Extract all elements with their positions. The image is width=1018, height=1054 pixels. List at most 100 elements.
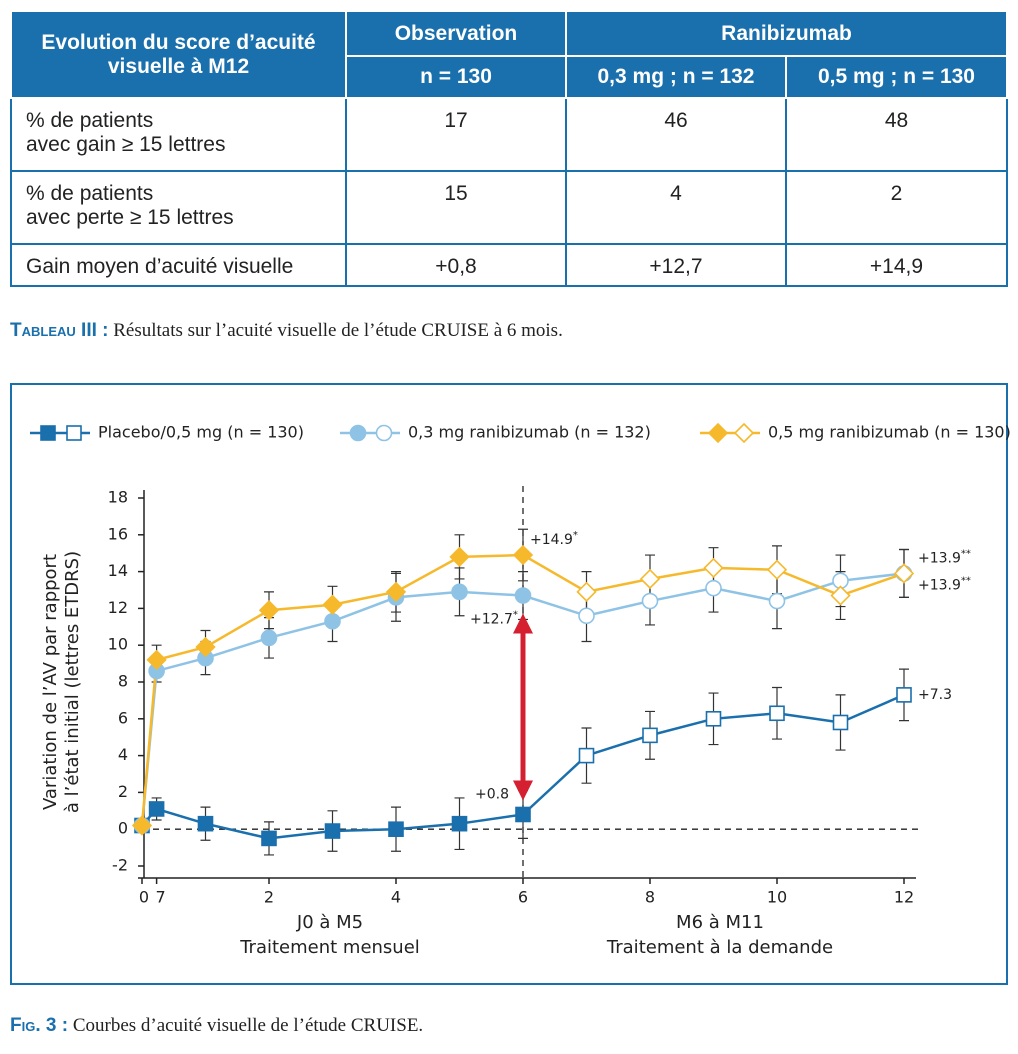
table-cell: % de patients avec perte ≥ 15 lettres bbox=[10, 170, 347, 245]
y-tick-label: 10 bbox=[108, 635, 128, 654]
marker bbox=[261, 830, 277, 847]
header-cell: Evolution du score d’acuité visuelle à M… bbox=[10, 10, 347, 99]
y-tick-label: 12 bbox=[108, 598, 128, 617]
table-row: % de patients avec perte ≥ 15 lettres 15 4 2 bbox=[10, 170, 1008, 245]
marker bbox=[451, 815, 468, 832]
marker bbox=[388, 821, 404, 838]
table-cell: 17 bbox=[345, 97, 567, 172]
x-tick-label: 4 bbox=[391, 888, 401, 907]
x-group-label: M6 à M11 bbox=[676, 912, 764, 933]
marker bbox=[642, 727, 658, 744]
cell-line: avec perte ≥ 15 lettres bbox=[26, 206, 234, 229]
y-tick-label: 18 bbox=[108, 488, 128, 507]
figure-frame bbox=[10, 383, 1008, 985]
x-group-label: J0 à M5 bbox=[296, 912, 363, 933]
x-tick-label: 0 bbox=[139, 888, 149, 907]
value-label: +13.9** bbox=[918, 548, 971, 566]
marker bbox=[576, 581, 597, 602]
legend-label: 0,5 mg ranibizumab (n = 130) bbox=[768, 423, 1011, 442]
label-superscript: * bbox=[573, 530, 578, 541]
value-label: +12.7* bbox=[470, 610, 518, 628]
marker bbox=[197, 815, 214, 832]
legend-marker bbox=[375, 424, 393, 442]
marker bbox=[146, 649, 167, 671]
y-tick-label: 4 bbox=[118, 745, 128, 764]
figure-caption: Fig. 3 : Courbes d’acuité visuelle de l’… bbox=[10, 1015, 423, 1037]
y-axis-title-line: à l’état initial (lettres ETDRS) bbox=[62, 551, 83, 813]
x-tick-label: 10 bbox=[767, 888, 787, 907]
label-superscript: ** bbox=[961, 548, 971, 559]
legend-marker bbox=[707, 422, 729, 444]
results-table: Evolution du score d’acuité visuelle à M… bbox=[10, 10, 1008, 287]
marker bbox=[195, 636, 216, 658]
y-tick-label: 2 bbox=[118, 782, 128, 801]
series-line bbox=[140, 553, 905, 826]
value-label: +7.3 bbox=[918, 687, 952, 703]
marker bbox=[260, 629, 278, 647]
marker bbox=[705, 579, 722, 597]
caption-text: Courbes d’acuité visuelle de l’étude CRU… bbox=[72, 1015, 424, 1036]
table-row: Gain moyen d’acuité visuelle +0,8 +12,7 +14… bbox=[10, 243, 1008, 287]
marker bbox=[385, 581, 407, 602]
marker bbox=[703, 557, 724, 579]
marker bbox=[896, 687, 912, 703]
table-cell: 46 bbox=[565, 97, 787, 172]
marker bbox=[148, 801, 165, 817]
marker bbox=[766, 559, 788, 580]
y-axis-title-line: Variation de l’AV par rapport bbox=[40, 554, 61, 810]
marker bbox=[769, 705, 785, 722]
header-cell: Ranibizumab bbox=[565, 10, 1008, 57]
marker bbox=[639, 568, 661, 590]
cell-line: % de patients bbox=[26, 182, 154, 205]
marker bbox=[131, 815, 153, 836]
marker bbox=[578, 607, 595, 625]
table-caption: Tableau III : Résultats sur l’acuité vis… bbox=[10, 320, 563, 342]
label-superscript: * bbox=[513, 610, 518, 621]
marker bbox=[578, 747, 595, 764]
y-tick-label: 0 bbox=[118, 819, 128, 838]
value-label: +14.9* bbox=[530, 530, 578, 548]
marker bbox=[515, 806, 531, 823]
y-tick-label: 16 bbox=[108, 524, 128, 543]
y-tick-label: 8 bbox=[118, 672, 128, 691]
arrow-head bbox=[513, 780, 533, 801]
table-cell: +14,9 bbox=[785, 243, 1008, 287]
legend-marker bbox=[40, 425, 56, 441]
caption-text: Résultats sur l’acuité visuelle de l’étu… bbox=[113, 320, 563, 341]
table-cell: +12,7 bbox=[565, 243, 787, 287]
x-tick-label: 6 bbox=[518, 888, 528, 907]
legend-marker bbox=[349, 424, 367, 442]
table-cell: 48 bbox=[785, 97, 1008, 172]
legend-label: 0,3 mg ranibizumab (n = 132) bbox=[408, 423, 651, 442]
marker bbox=[449, 546, 470, 568]
marker bbox=[258, 600, 280, 621]
y-tick-label: 6 bbox=[118, 708, 128, 727]
x-tick-label: 7 bbox=[156, 888, 166, 907]
marker bbox=[512, 544, 534, 566]
x-tick-label: 12 bbox=[894, 888, 914, 907]
x-group-label: Traitement mensuel bbox=[239, 937, 420, 958]
label-superscript: ** bbox=[961, 575, 971, 586]
cell-line: avec gain ≥ 15 lettres bbox=[26, 133, 226, 156]
marker bbox=[641, 592, 659, 610]
marker bbox=[832, 714, 849, 731]
caption-label: Fig. 3 : bbox=[10, 1015, 69, 1036]
header-cell: Observation bbox=[345, 10, 567, 57]
y-tick-label: 14 bbox=[108, 561, 128, 580]
table-cell: % de patients avec gain ≥ 15 lettres bbox=[10, 97, 347, 172]
subheader-cell: n = 130 bbox=[345, 55, 567, 99]
caption-label: Tableau III : bbox=[10, 320, 109, 341]
subheader-cell: 0,3 mg ; n = 132 bbox=[565, 55, 787, 99]
marker bbox=[324, 823, 341, 839]
cell-line: Gain moyen d’acuité visuelle bbox=[26, 255, 294, 278]
series-line bbox=[141, 693, 905, 840]
table-cell: 15 bbox=[345, 170, 567, 245]
marker bbox=[830, 585, 851, 606]
table-cell: +0,8 bbox=[345, 243, 567, 287]
table-cell: 2 bbox=[785, 170, 1008, 245]
table-cell: 4 bbox=[565, 170, 787, 245]
marker bbox=[893, 563, 915, 584]
series-line bbox=[140, 572, 905, 826]
table-cell: Gain moyen d’acuité visuelle bbox=[10, 243, 347, 287]
